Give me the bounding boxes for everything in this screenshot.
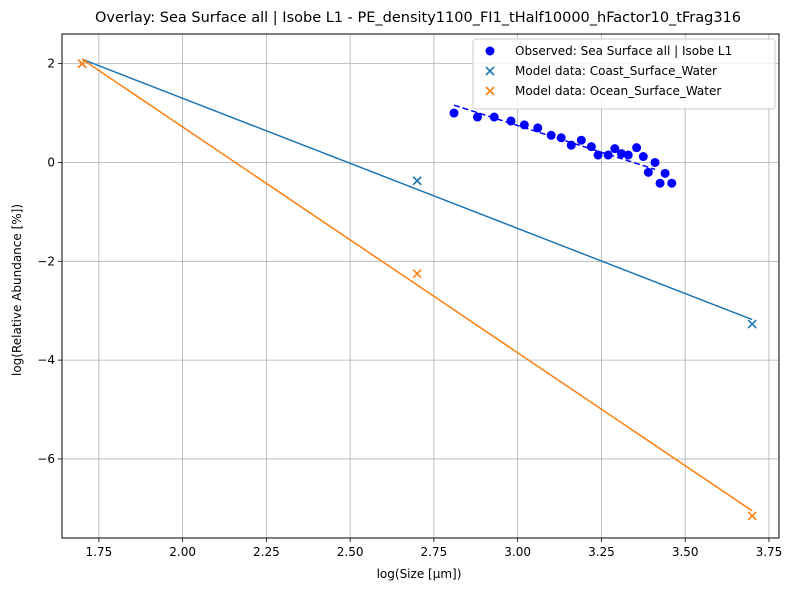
observed-point (638, 152, 648, 162)
legend-box (472, 38, 776, 110)
y-axis: −6 −4 −2 0 2 (37, 57, 62, 466)
y-axis-label: log(Relative Abundance [%]) (10, 204, 24, 376)
x-axis: 1.75 2.00 2.25 2.50 2.75 3.00 3.25 3.50 3.75 (85, 538, 782, 559)
x-tick-label: 3.25 (588, 545, 615, 559)
legend-entry: Observed: Sea Surface all | Isobe L1 (515, 44, 732, 58)
model-point (747, 319, 757, 329)
observed-point (655, 178, 665, 188)
observed-point (566, 140, 576, 150)
x-tick-label: 2.00 (169, 545, 196, 559)
observed-point (546, 130, 556, 140)
y-tick-label: −2 (37, 254, 55, 268)
observed-point (519, 120, 529, 130)
observed-point (632, 143, 642, 153)
observed-point (650, 157, 660, 167)
y-tick-label: 2 (47, 57, 55, 71)
model-point (412, 176, 422, 186)
x-tick-label: 3.50 (672, 545, 699, 559)
markers (77, 59, 757, 521)
x-tick-label: 3.75 (756, 545, 783, 559)
y-tick-label: −6 (37, 452, 55, 466)
plot-frame (61, 33, 780, 539)
model-fit-line (81, 58, 753, 321)
observed-point (643, 167, 653, 177)
observed-point (586, 142, 596, 152)
fit-lines (81, 58, 753, 512)
x-tick-label: 3.00 (504, 545, 531, 559)
observed-point (610, 144, 620, 154)
model-fit-line (81, 58, 753, 512)
observed-point (593, 150, 603, 160)
observed-point (617, 149, 627, 159)
grid (62, 34, 779, 538)
observed-point (623, 150, 633, 160)
legend-marker (485, 46, 495, 56)
observed-point (449, 108, 459, 118)
observed-point (556, 133, 566, 143)
legend-entry: Model data: Coast_Surface_Water (515, 64, 717, 78)
model-point (412, 269, 422, 279)
y-tick-label: 0 (47, 155, 55, 169)
observed-point (533, 123, 543, 133)
chart-title: Overlay: Sea Surface all | Isobe L1 - PE… (95, 10, 741, 26)
legend: Observed: Sea Surface all | Isobe L1 Mode… (472, 38, 776, 110)
observed-point (576, 135, 586, 145)
model-point (747, 511, 757, 521)
legend-marker (485, 86, 495, 96)
observed-fit-line (453, 104, 656, 171)
observed-point (489, 112, 499, 122)
observed-point (472, 112, 482, 122)
model-point (77, 59, 87, 69)
x-tick-label: 2.75 (421, 545, 448, 559)
x-tick-label: 2.25 (253, 545, 280, 559)
x-tick-label: 1.75 (85, 545, 112, 559)
observed-point (660, 168, 670, 178)
legend-entry: Model data: Ocean_Surface_Water (515, 84, 721, 98)
x-tick-label: 2.50 (337, 545, 364, 559)
x-axis-label: log(Size [μm]) (377, 567, 462, 581)
observed-point (603, 150, 613, 160)
observed-point (506, 116, 516, 126)
y-tick-label: −4 (37, 353, 55, 367)
observed-point (667, 178, 677, 188)
legend-marker (485, 66, 495, 76)
